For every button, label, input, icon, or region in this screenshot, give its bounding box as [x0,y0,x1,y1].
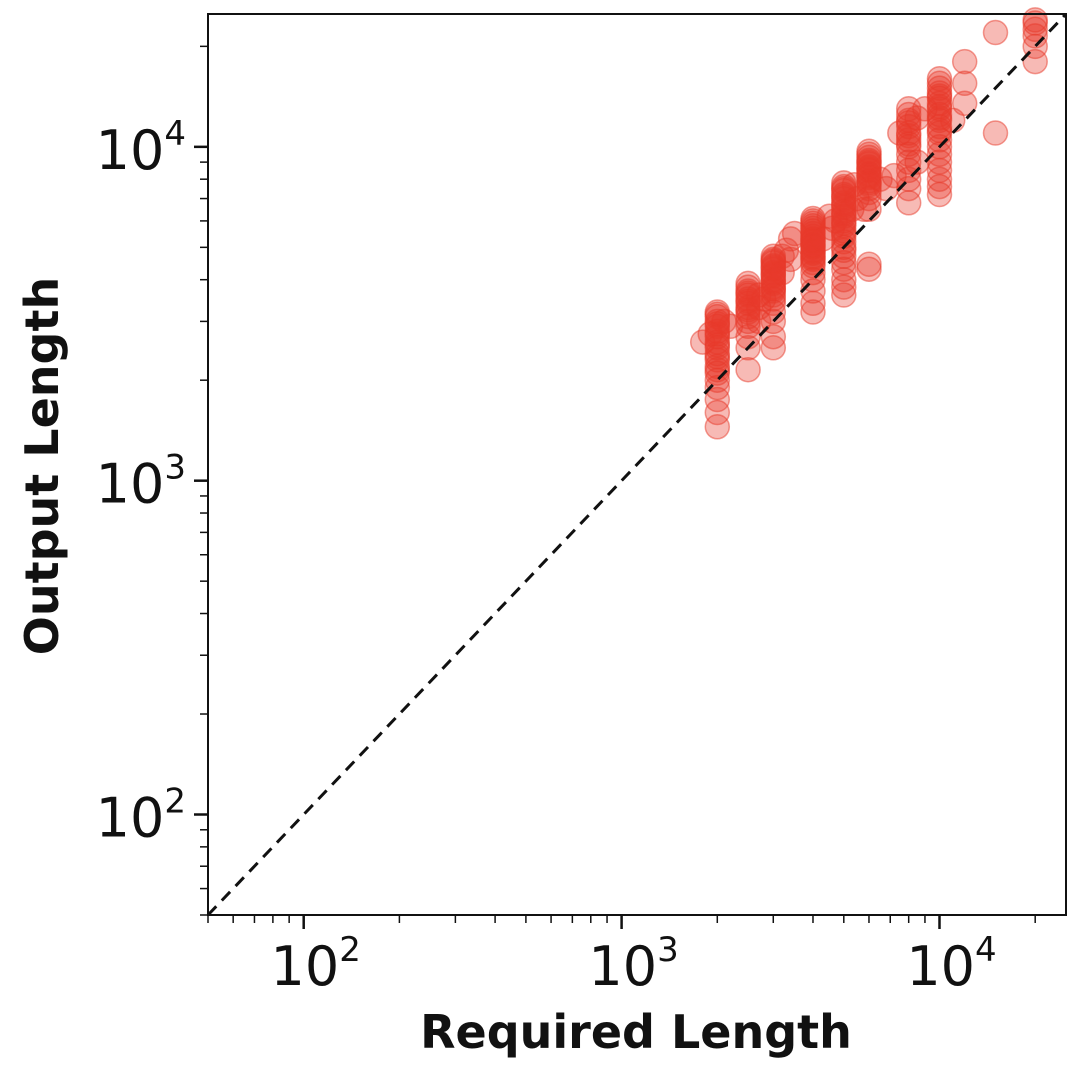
data-point [1022,16,1048,43]
data-point [800,299,826,325]
data-point [926,65,953,92]
data-point [704,414,731,440]
plot-frame [207,13,1067,916]
data-point [1022,7,1048,33]
data-point [895,149,922,175]
data-point [951,70,978,97]
data-point [887,120,913,146]
data-point [735,280,761,306]
x-axis-label: Required Length [420,1005,852,1059]
data-point [1022,48,1048,75]
data-point [831,282,857,308]
data-point [704,374,731,401]
data-point [856,155,882,182]
data-point [904,149,930,175]
data-point [951,90,978,117]
data-point [800,227,826,254]
data-point [895,175,922,202]
y-axis-label: Output Length [15,277,69,655]
data-point [982,120,1009,146]
data-point [760,276,787,302]
data-point [704,321,731,347]
points-layer [689,7,1048,440]
data-point [982,19,1009,46]
data-point [831,243,857,270]
reference-line [206,12,1068,917]
data-point [926,93,953,120]
data-point [856,251,882,277]
data-point [951,48,978,75]
data-point [760,335,787,361]
data-point [895,110,922,136]
data-point [704,399,731,426]
reference-line-layer [206,12,1068,917]
data-point [831,256,857,282]
data-point [689,329,716,355]
data-point [831,210,857,237]
data-point [926,127,953,153]
data-point [926,149,953,175]
data-point [735,356,761,383]
data-point [777,246,804,273]
data-point [926,83,953,109]
data-point [769,259,795,286]
